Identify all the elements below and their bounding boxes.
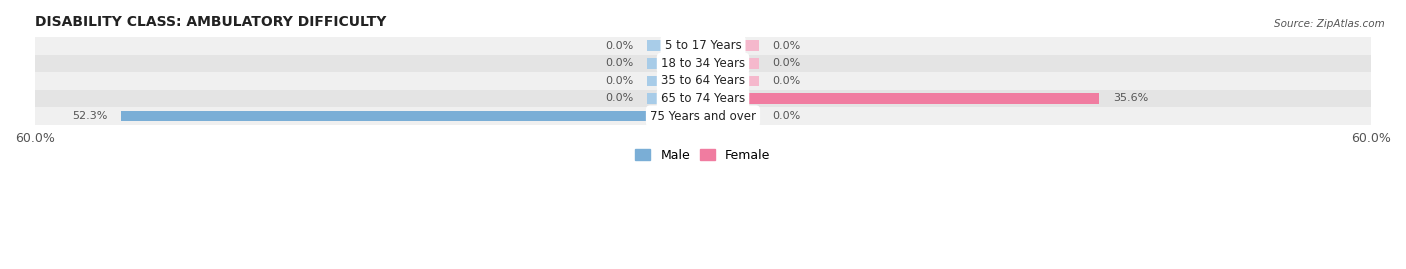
- Text: 35 to 64 Years: 35 to 64 Years: [661, 75, 745, 87]
- Bar: [647, 58, 703, 69]
- Legend: Male, Female: Male, Female: [630, 144, 776, 167]
- Bar: [647, 40, 703, 51]
- Text: 35.6%: 35.6%: [1112, 94, 1147, 104]
- Text: 0.0%: 0.0%: [606, 94, 634, 104]
- Text: 0.0%: 0.0%: [772, 111, 800, 121]
- Text: 0.0%: 0.0%: [606, 41, 634, 51]
- Bar: [703, 93, 1099, 104]
- Bar: [703, 76, 759, 86]
- Bar: [703, 58, 759, 69]
- Text: 0.0%: 0.0%: [606, 58, 634, 68]
- Bar: [35, 107, 1371, 125]
- Bar: [35, 72, 1371, 90]
- Text: 75 Years and over: 75 Years and over: [650, 109, 756, 123]
- Text: 65 to 74 Years: 65 to 74 Years: [661, 92, 745, 105]
- Bar: [35, 90, 1371, 107]
- Text: 0.0%: 0.0%: [772, 76, 800, 86]
- Text: 52.3%: 52.3%: [72, 111, 107, 121]
- Text: 0.0%: 0.0%: [772, 41, 800, 51]
- Bar: [703, 40, 759, 51]
- Text: 0.0%: 0.0%: [606, 76, 634, 86]
- Bar: [647, 76, 703, 86]
- Text: 0.0%: 0.0%: [772, 58, 800, 68]
- Text: 5 to 17 Years: 5 to 17 Years: [665, 39, 741, 52]
- Bar: [121, 111, 703, 122]
- Bar: [647, 93, 703, 104]
- Bar: [35, 37, 1371, 55]
- Text: 18 to 34 Years: 18 to 34 Years: [661, 57, 745, 70]
- Bar: [703, 111, 759, 122]
- Text: Source: ZipAtlas.com: Source: ZipAtlas.com: [1274, 19, 1385, 29]
- Bar: [35, 55, 1371, 72]
- Text: DISABILITY CLASS: AMBULATORY DIFFICULTY: DISABILITY CLASS: AMBULATORY DIFFICULTY: [35, 15, 387, 29]
